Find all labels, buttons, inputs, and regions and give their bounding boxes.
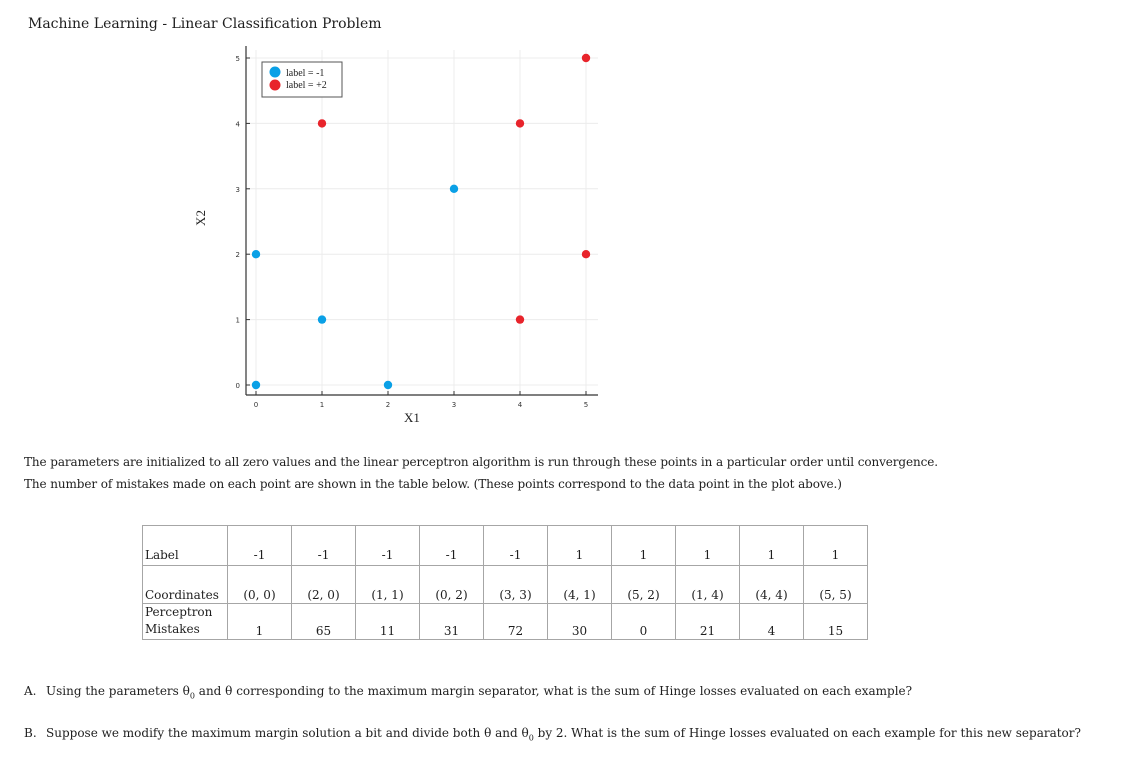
label-cell: -1 [355, 525, 420, 566]
x-tick-label: 1 [320, 401, 324, 409]
data-point-label-neg1 [449, 184, 459, 193]
question-a-subscript: 0 [189, 691, 195, 701]
data-point-label-neg1 [251, 250, 261, 259]
legend-label-neg1: label = -1 [286, 68, 324, 79]
data-point-label-neg1 [317, 315, 327, 324]
x-tick-label: 0 [254, 401, 258, 409]
data-point-label-neg1 [251, 380, 261, 390]
data-point-label-neg1 [383, 380, 393, 390]
coordinate-cell: (3, 3) [483, 565, 548, 604]
question-a: A. Using the parameters θ0 and θ correspo… [24, 684, 912, 700]
mistakes-cell: 11 [355, 603, 420, 640]
x-tick-labels: 0 1 2 3 4 5 [254, 401, 588, 409]
label-cell: 1 [803, 525, 868, 566]
row-header-mistakes: Perceptron Mistakes [142, 603, 228, 640]
mistakes-cell: 1 [227, 603, 292, 640]
label-cell: -1 [483, 525, 548, 566]
label-cell: 1 [739, 525, 804, 566]
question-b-text-part1: Suppose we modify the maximum margin sol… [46, 726, 529, 740]
coordinate-cell: (5, 5) [803, 565, 868, 604]
mistakes-cell: 15 [803, 603, 868, 640]
coordinate-cell: (1, 4) [675, 565, 740, 604]
page-title: Machine Learning - Linear Classification… [28, 16, 382, 32]
coordinate-cell: (0, 2) [419, 565, 484, 604]
row-header-label: Label [142, 525, 228, 566]
label-cell: 1 [611, 525, 676, 566]
y-tick-label: 5 [236, 55, 240, 63]
mistakes-cell: 30 [547, 603, 612, 640]
label-cell: -1 [227, 525, 292, 566]
question-b-subscript: 0 [528, 733, 534, 743]
scatter-plot: 0 1 2 3 4 5 0 1 2 3 4 5 label = -1 label = +2 X1 X… [193, 46, 598, 425]
y-tick-label: 4 [236, 120, 241, 128]
legend-marker-label-neg1 [269, 66, 281, 78]
coordinate-cell: (4, 4) [739, 565, 804, 604]
question-a-text-part1: Using the parameters θ [46, 684, 190, 698]
question-a-letter: A. [24, 684, 37, 698]
table-row-coordinates: Coordinates (0, 0) (2, 0) (1, 1) (0, 2) (3, … [142, 565, 868, 604]
row-header-mistakes-line2: Mistakes [145, 622, 200, 636]
table-row-labels: Label -1 -1 -1 -1 -1 1 1 1 1 1 [142, 525, 868, 566]
x-tick-label: 3 [452, 401, 456, 409]
x-tick-label: 2 [386, 401, 390, 409]
row-header-coordinates: Coordinates [142, 565, 228, 604]
data-points [251, 53, 591, 390]
y-tick-label: 0 [236, 382, 240, 390]
data-point-label-pos2 [515, 315, 525, 324]
question-b-letter: B. [24, 726, 37, 740]
data-point-label-pos2 [581, 53, 591, 63]
data-point-label-pos2 [581, 250, 591, 259]
question-b: B. Suppose we modify the maximum margin s… [24, 726, 1081, 742]
y-tick-labels: 0 1 2 3 4 5 [236, 55, 241, 390]
x-axis-label: X1 [404, 410, 420, 425]
mistakes-cell: 21 [675, 603, 740, 640]
legend-label-pos2: label = +2 [286, 80, 327, 91]
data-point-label-pos2 [317, 119, 327, 128]
mistakes-cell: 0 [611, 603, 676, 640]
label-cell: 1 [675, 525, 740, 566]
mistakes-cell: 72 [483, 603, 548, 640]
grid-lines [246, 50, 598, 395]
table-row-mistakes: Perceptron Mistakes 1 65 11 31 72 30 0 21 4 15 [142, 603, 868, 640]
mistakes-cell: 31 [419, 603, 484, 640]
intro-paragraph-2: The number of mistakes made on each poin… [24, 477, 842, 491]
coordinate-cell: (0, 0) [227, 565, 292, 604]
legend-marker-label-pos2 [269, 79, 281, 91]
question-b-text-part2: by 2. What is the sum of Hinge losses ev… [533, 726, 1081, 740]
row-header-mistakes-line1: Perceptron [145, 605, 213, 619]
axes [245, 46, 598, 396]
x-tick-label: 5 [584, 401, 588, 409]
x-tick-label: 4 [518, 401, 523, 409]
mistakes-cell: 65 [291, 603, 356, 640]
y-tick-label: 2 [236, 251, 240, 259]
data-point-label-pos2 [515, 119, 525, 128]
coordinate-cell: (2, 0) [291, 565, 356, 604]
label-cell: -1 [419, 525, 484, 566]
intro-paragraph-1: The parameters are initialized to all ze… [24, 455, 938, 469]
y-tick-label: 1 [236, 317, 240, 325]
legend: label = -1 label = +2 [261, 61, 343, 98]
label-cell: -1 [291, 525, 356, 566]
y-axis-label: X2 [193, 210, 208, 226]
coordinate-cell: (1, 1) [355, 565, 420, 604]
perceptron-mistakes-table: Label -1 -1 -1 -1 -1 1 1 1 1 1 Coordinates (0, 0)… [142, 525, 868, 640]
coordinate-cell: (5, 2) [611, 565, 676, 604]
y-tick-label: 3 [236, 186, 240, 194]
label-cell: 1 [547, 525, 612, 566]
coordinate-cell: (4, 1) [547, 565, 612, 604]
mistakes-cell: 4 [739, 603, 804, 640]
question-a-text-part2: and θ corresponding to the maximum margi… [194, 684, 913, 698]
